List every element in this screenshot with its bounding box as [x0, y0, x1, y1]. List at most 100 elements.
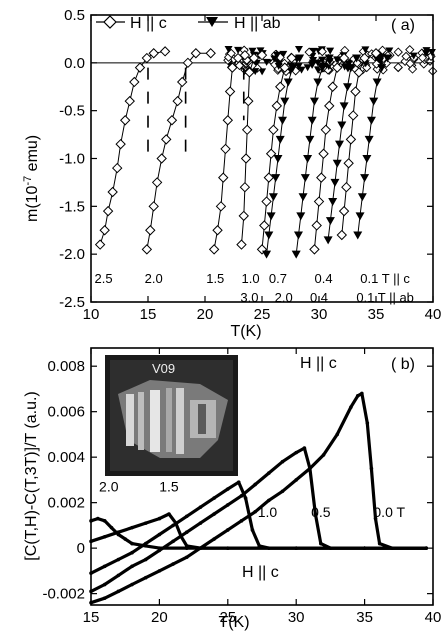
x-tick-label: 40	[425, 306, 442, 323]
data-point	[357, 193, 367, 202]
data-point	[355, 393, 360, 398]
data-point	[275, 81, 286, 92]
data-point	[336, 229, 348, 241]
data-point	[157, 516, 162, 521]
data-point	[372, 78, 382, 87]
data-point	[143, 575, 148, 580]
panel-b-bottom-label: H || c	[242, 564, 279, 581]
data-point	[355, 212, 365, 221]
data-point	[171, 523, 175, 528]
data-point	[319, 541, 323, 546]
noise-point	[318, 56, 327, 64]
data-point	[273, 155, 283, 163]
data-point	[338, 205, 350, 217]
y-tick-label: 0.008	[47, 358, 85, 375]
data-point	[167, 512, 171, 516]
data-point	[362, 155, 372, 163]
data-point	[109, 525, 114, 530]
data-point	[327, 81, 338, 92]
data-point	[184, 555, 189, 560]
panel-a: 2.5 2.0 1.5 1.0 0.7 0.4 0.1 T || c3.0 2.0 0.4 0.1…	[22, 7, 441, 340]
series-ab-8	[291, 54, 334, 259]
panel-b-xlabel: T(K)	[218, 614, 249, 631]
data-point	[129, 76, 140, 88]
panel-a-y-axis: 0.5 0.0 -0.5 -1.0 -1.5 -2.0 -2.5	[59, 7, 433, 311]
y-tick-label: 0.5	[64, 7, 85, 24]
data-point	[325, 217, 335, 226]
data-point	[102, 582, 107, 587]
data-point	[102, 564, 107, 569]
data-point	[182, 57, 194, 69]
x-tick-label: 30	[311, 306, 328, 323]
field-annotation: 0.5	[311, 504, 331, 520]
noise-point	[309, 47, 318, 55]
data-point	[171, 562, 175, 566]
data-point	[283, 78, 293, 87]
noise-point	[419, 59, 429, 69]
data-point	[218, 172, 229, 183]
data-point	[265, 148, 277, 159]
data-point	[226, 503, 230, 507]
data-point	[261, 196, 272, 207]
data-point	[267, 498, 271, 503]
panel-b-plot-area: 2.0 1.5 1.0 0.5 0.0 T	[89, 391, 428, 605]
data-point	[424, 546, 428, 550]
data-point	[215, 201, 227, 212]
data-point	[143, 557, 148, 562]
data-point	[198, 505, 203, 510]
noise-point	[409, 52, 418, 60]
data-point	[311, 220, 322, 231]
series-line	[213, 54, 246, 250]
data-point	[239, 519, 244, 523]
data-point	[345, 134, 357, 145]
field-annotation: 2.0	[99, 479, 119, 495]
data-point	[148, 201, 159, 212]
data-point	[335, 432, 340, 437]
data-point	[102, 534, 107, 539]
data-point	[212, 496, 216, 500]
noise-point	[405, 58, 415, 69]
panel-b-label: ( b)	[391, 356, 415, 373]
series-b-4	[89, 391, 428, 605]
field-annotation: 3.0	[240, 290, 258, 305]
x-tick-label: 20	[197, 306, 214, 323]
inset-label: V09	[152, 361, 175, 376]
data-point	[161, 134, 172, 145]
data-point	[267, 546, 271, 550]
data-point	[257, 544, 262, 548]
y-tick-label: -2.5	[59, 294, 85, 311]
data-point	[116, 557, 121, 562]
data-point	[148, 48, 159, 59]
field-annotation: 0.1 T || ab	[356, 290, 414, 305]
data-point	[305, 135, 315, 144]
data-point	[280, 459, 285, 464]
noise-point	[258, 68, 267, 76]
data-point	[341, 181, 352, 193]
field-annotation: 1.5	[206, 271, 224, 286]
series-ab-7	[262, 54, 305, 259]
noise-point	[340, 63, 349, 71]
data-point	[268, 193, 278, 202]
data-point	[239, 49, 251, 61]
legend-triangle-marker	[206, 17, 218, 27]
noise-point	[361, 46, 370, 54]
x-tick-label: 10	[83, 306, 100, 323]
data-point	[302, 446, 307, 450]
panel-a-x-axis: 10 15 20 25 30 35 40	[83, 15, 442, 323]
panel-a-legend: H || c H || ab	[96, 15, 281, 32]
data-point	[145, 225, 156, 236]
y-tick-label: -1.5	[59, 198, 85, 215]
data-point	[141, 52, 153, 64]
data-point	[205, 48, 216, 59]
data-point	[295, 54, 305, 63]
series-b-3	[89, 446, 428, 594]
noise-point	[377, 45, 388, 55]
data-point	[236, 239, 247, 250]
y-tick-label: 0	[77, 540, 85, 557]
field-annotation: 1.5	[159, 479, 179, 495]
data-point	[298, 193, 308, 202]
data-point	[212, 512, 216, 516]
data-point	[267, 471, 271, 475]
data-point	[130, 525, 134, 530]
data-point	[364, 135, 374, 144]
